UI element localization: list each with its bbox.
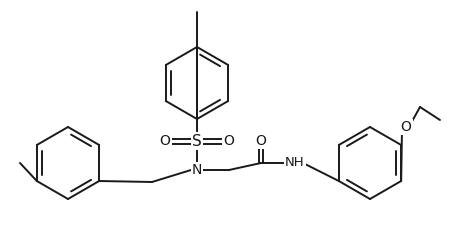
Text: O: O	[223, 134, 234, 148]
Text: O: O	[400, 120, 411, 134]
Text: N: N	[192, 163, 202, 177]
Text: NH: NH	[285, 157, 305, 169]
Text: O: O	[160, 134, 171, 148]
Text: O: O	[256, 134, 267, 148]
Text: S: S	[192, 134, 202, 149]
